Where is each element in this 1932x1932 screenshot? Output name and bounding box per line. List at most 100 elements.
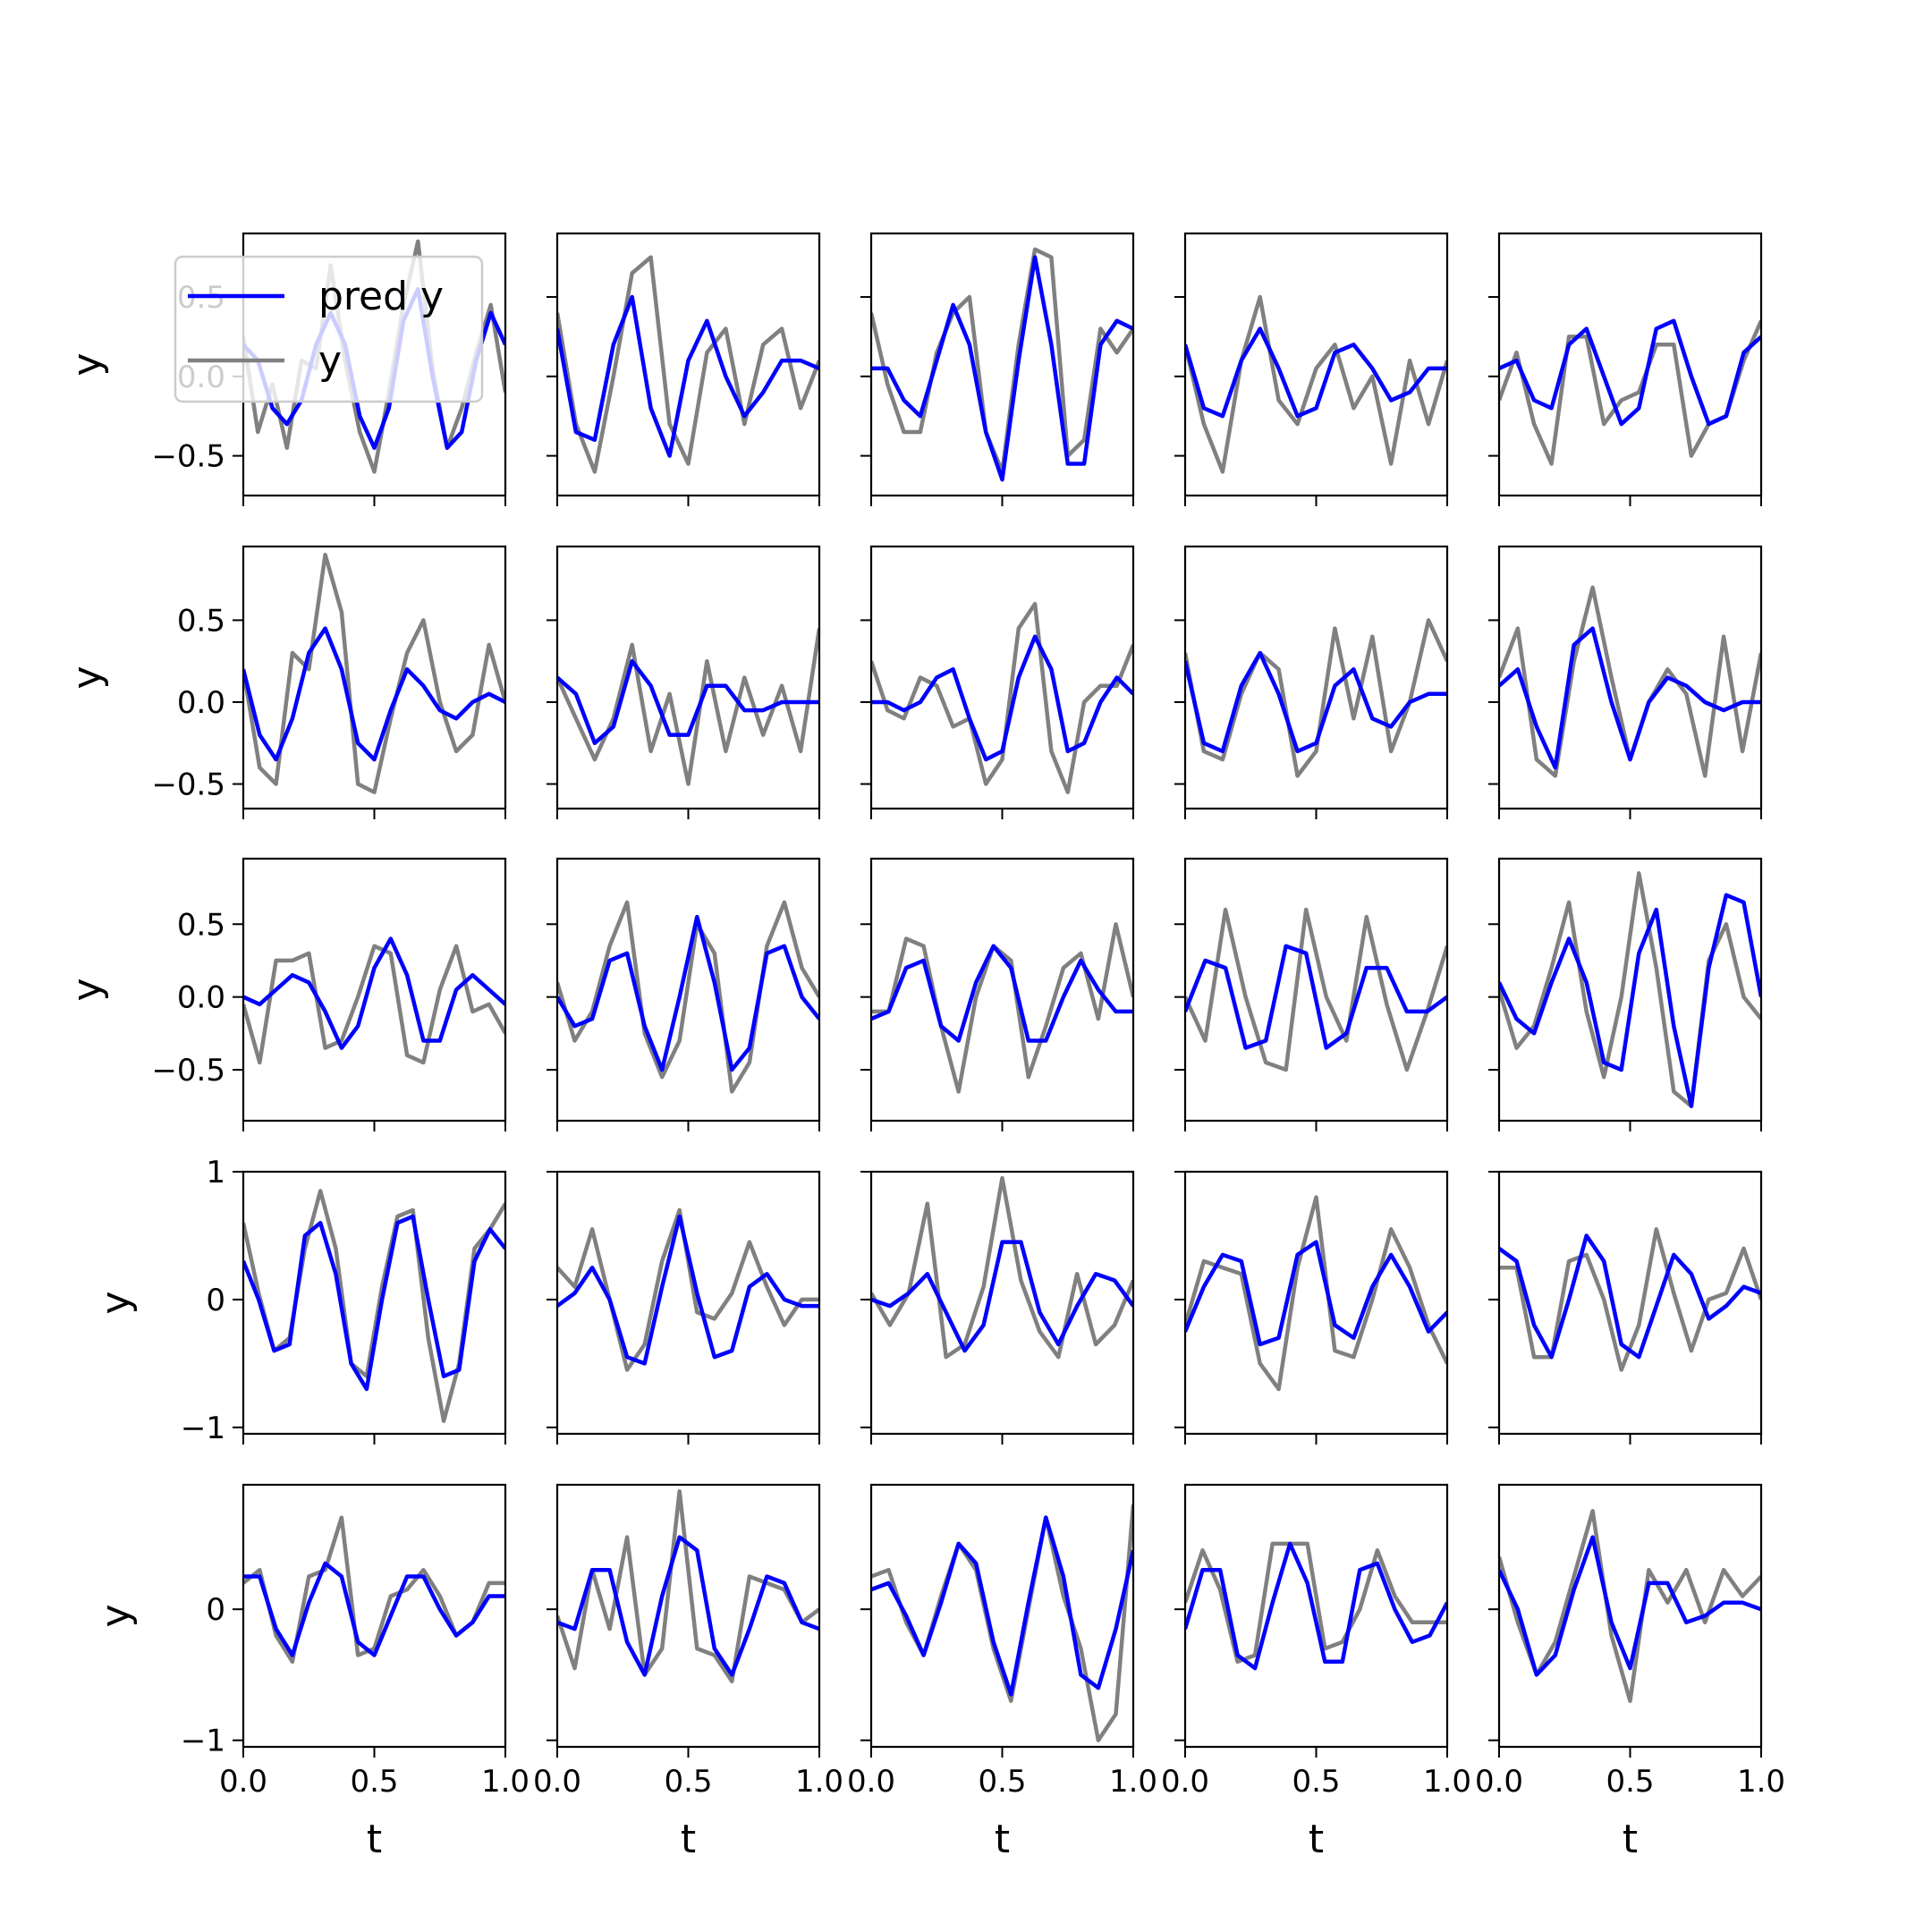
series-line-pred-y xyxy=(557,914,819,1072)
y-tick-label: −0.5 xyxy=(151,767,225,803)
subplot-r3-c4 xyxy=(1488,1170,1763,1445)
legend: pred y y xyxy=(174,255,484,403)
subplot-r4-c3: 0.0 0.5 1.0 t xyxy=(1161,1483,1471,1862)
series-line-y xyxy=(1185,1541,1447,1665)
series-line-pred-y xyxy=(557,1214,819,1366)
series-line-pred-y xyxy=(1499,893,1761,1108)
y-tick-label: 0.0 xyxy=(177,980,225,1016)
y-tick-label: 0.5 xyxy=(177,603,225,639)
series-line-pred-y xyxy=(871,944,1133,1043)
x-tick-label: 0.5 xyxy=(664,1764,712,1800)
series-line-y xyxy=(1185,618,1447,778)
x-axis-label: t xyxy=(995,1817,1010,1862)
x-tick-label: 0.5 xyxy=(1292,1764,1340,1800)
subplot-r4-c2: 0.0 0.5 1.0 t xyxy=(847,1483,1157,1862)
series-line-pred-y xyxy=(243,626,505,762)
series-line-y xyxy=(557,1489,819,1684)
subplot-r4-c4: 0.0 0.5 1.0 t xyxy=(1475,1483,1785,1862)
legend-label: y xyxy=(318,338,342,384)
x-axis-label: t xyxy=(681,1817,696,1862)
series-line-pred-y xyxy=(1185,650,1447,754)
series-line-pred-y xyxy=(1185,1541,1447,1671)
subplot-r1-c3 xyxy=(1174,545,1449,819)
x-tick-label: 0.5 xyxy=(1606,1764,1654,1800)
series-line-y xyxy=(1499,871,1761,1108)
legend-label: pred y xyxy=(318,274,444,319)
x-tick-label: 0.0 xyxy=(533,1764,581,1800)
subplot-r3-c0: −1 0 1 y xyxy=(93,1155,507,1446)
subplot-r2-c3 xyxy=(1174,857,1449,1131)
series-line-pred-y xyxy=(243,286,505,450)
x-tick-label: 1.0 xyxy=(1737,1764,1785,1800)
series-line-pred-y xyxy=(871,1240,1133,1353)
series-line-y xyxy=(557,628,819,786)
x-tick-label: 1.0 xyxy=(1423,1764,1471,1800)
subplot-r0-c1 xyxy=(547,232,821,506)
series-line-y xyxy=(1185,1195,1447,1392)
y-tick-label: 0 xyxy=(206,1283,225,1318)
x-axis-label: t xyxy=(1309,1817,1324,1862)
x-tick-label: 1.0 xyxy=(795,1764,843,1800)
subplot-r4-c0: 0.0 0.5 1.0 −1 0 t y xyxy=(93,1483,530,1862)
x-tick-label: 1.0 xyxy=(481,1764,530,1800)
series-line-pred-y xyxy=(243,936,505,1050)
subplot-grid: −0.50.00.5y−0.50.00.5y−0.50.00.5y−101y0.… xyxy=(64,232,1785,1862)
series-line-y xyxy=(1499,1509,1761,1703)
subplot-r0-c3 xyxy=(1174,232,1449,506)
series-line-y xyxy=(243,944,505,1065)
series-line-pred-y xyxy=(1185,944,1447,1050)
y-tick-label: 1 xyxy=(206,1155,225,1191)
y-tick-label: 0 xyxy=(206,1592,225,1628)
series-line-pred-y xyxy=(243,1561,505,1657)
series-line-y xyxy=(871,922,1133,1094)
x-tick-label: 0.0 xyxy=(1161,1764,1209,1800)
subplot-r1-c2 xyxy=(860,545,1135,819)
y-axis-label: y xyxy=(64,978,110,1001)
x-axis-label: t xyxy=(367,1817,382,1862)
subplot-r1-c0: −0.5 0.0 0.5 y xyxy=(64,545,507,819)
series-line-pred-y xyxy=(557,658,819,746)
series-line-pred-y xyxy=(871,634,1133,762)
series-line-pred-y xyxy=(557,1535,819,1677)
x-tick-label: 0.5 xyxy=(350,1764,398,1800)
series-line-y xyxy=(871,601,1133,794)
x-axis-label: t xyxy=(1623,1817,1638,1862)
x-tick-label: 0.5 xyxy=(978,1764,1026,1800)
series-line-pred-y xyxy=(1499,1233,1761,1360)
series-line-y xyxy=(243,552,505,794)
series-line-pred-y xyxy=(1185,1240,1447,1347)
x-tick-label: 0.0 xyxy=(1475,1764,1523,1800)
subplot-r2-c2 xyxy=(860,857,1135,1131)
y-axis-label: y xyxy=(93,1291,139,1314)
series-line-pred-y xyxy=(243,1214,505,1392)
subplot-r3-c2 xyxy=(860,1170,1135,1445)
series-line-y xyxy=(1185,907,1447,1072)
subplot-r2-c4 xyxy=(1488,857,1763,1131)
x-tick-label: 1.0 xyxy=(1109,1764,1157,1800)
series-line-pred-y xyxy=(871,255,1133,482)
subplot-r4-c1: 0.0 0.5 1.0 t xyxy=(533,1483,843,1862)
y-axis-label: y xyxy=(93,1604,139,1627)
subplot-r3-c3 xyxy=(1174,1170,1449,1445)
x-tick-label: 0.0 xyxy=(219,1764,267,1800)
subplot-r1-c4 xyxy=(1488,545,1763,819)
series-line-y xyxy=(1499,1227,1761,1372)
y-tick-label: −1 xyxy=(181,1411,225,1446)
series-line-pred-y xyxy=(1499,1535,1761,1677)
series-line-pred-y xyxy=(871,1515,1133,1697)
subplot-r1-c1 xyxy=(547,545,821,819)
series-line-y xyxy=(871,1175,1133,1360)
series-line-pred-y xyxy=(1499,626,1761,770)
series-line-pred-y xyxy=(557,294,819,458)
y-tick-label: 0.5 xyxy=(177,907,225,943)
y-axis-label: y xyxy=(64,665,110,689)
y-tick-label: −0.5 xyxy=(151,1053,225,1089)
subplot-r0-c4 xyxy=(1488,232,1763,506)
y-tick-label: −1 xyxy=(181,1724,225,1759)
y-axis-label: y xyxy=(64,352,110,376)
series-line-y xyxy=(557,900,819,1094)
legend-box xyxy=(174,255,484,403)
x-tick-label: 0.0 xyxy=(847,1764,895,1800)
y-tick-label: −0.5 xyxy=(151,439,225,475)
